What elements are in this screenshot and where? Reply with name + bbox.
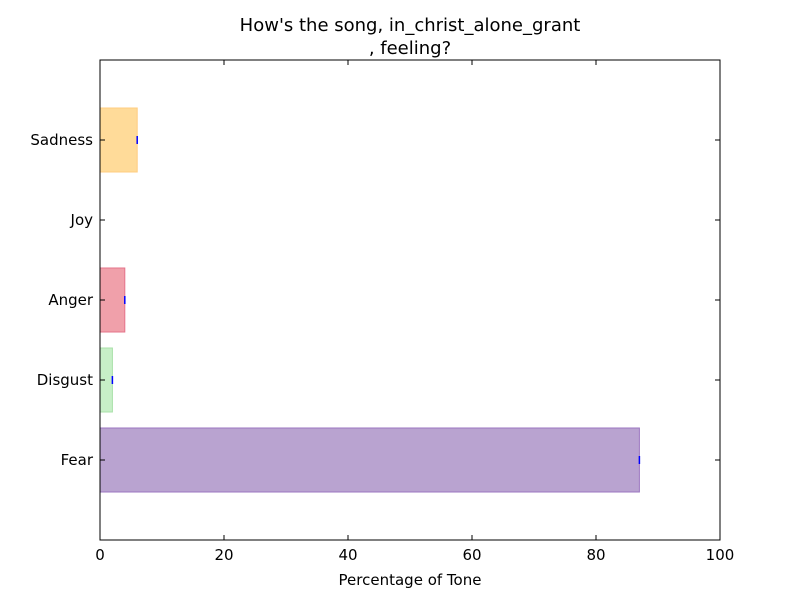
x-tick-label-20: 20: [214, 546, 233, 564]
bar-sadness: [99, 107, 138, 173]
y-tick-label-anger: Anger: [48, 291, 94, 309]
plot-area-frame: [99, 59, 721, 541]
x-tick-label-60: 60: [462, 546, 481, 564]
chart-title-line-2: , feeling?: [369, 38, 451, 59]
x-tick-label-0: 0: [95, 546, 105, 564]
ticks-group: Fear Disgust Anger Joy Sadness 0 20 40 60 80 100: [30, 60, 734, 564]
bars-group: [99, 107, 641, 493]
chart-title-line-1: How's the song, in_christ_alone_grant: [240, 15, 581, 36]
y-tick-label-joy: Joy: [70, 211, 94, 229]
y-tick-label-sadness: Sadness: [30, 131, 93, 149]
x-tick-label-40: 40: [338, 546, 357, 564]
y-tick-label-fear: Fear: [61, 451, 94, 469]
x-tick-label-100: 100: [706, 546, 735, 564]
x-axis-label: Percentage of Tone: [339, 571, 482, 589]
y-tick-label-disgust: Disgust: [37, 371, 93, 389]
x-tick-label-80: 80: [586, 546, 605, 564]
bar-fear: [99, 427, 640, 493]
